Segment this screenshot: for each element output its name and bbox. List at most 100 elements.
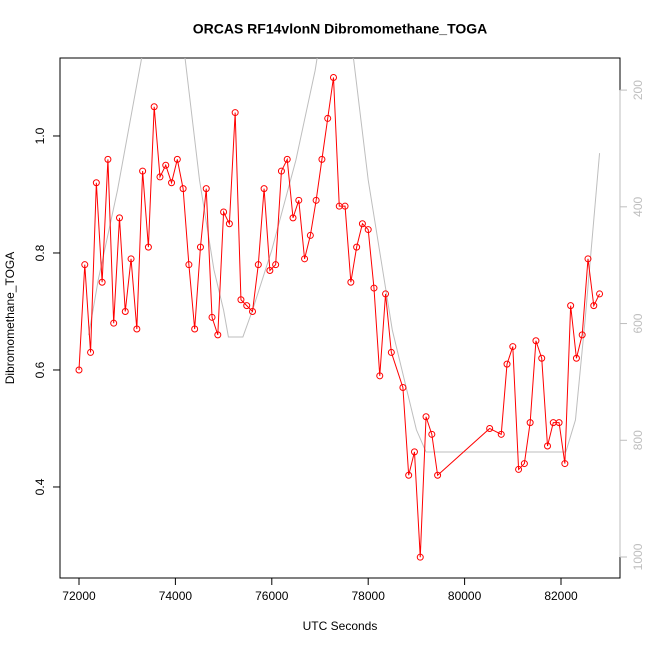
data-point	[139, 167, 147, 175]
data-point	[341, 202, 349, 210]
data-point	[422, 413, 430, 421]
data-point	[179, 185, 187, 193]
data-point	[497, 430, 505, 438]
data-point	[555, 419, 563, 427]
y-tick-label: 0.8	[33, 244, 47, 261]
data-point	[318, 155, 326, 163]
data-point	[98, 278, 106, 286]
data-point	[306, 231, 314, 239]
x-tick-label: 76000	[255, 589, 289, 603]
data-point	[561, 460, 569, 468]
data-point	[150, 103, 158, 111]
data-point	[358, 220, 366, 228]
data-point	[75, 366, 83, 374]
data-point	[144, 243, 152, 251]
y-tick-label: 0.4	[33, 478, 47, 495]
data-point	[104, 155, 112, 163]
data-line	[78, 77, 601, 558]
y2-tick-label: 600	[631, 313, 645, 333]
data-point	[509, 343, 517, 351]
data-point	[538, 354, 546, 362]
data-point	[110, 319, 118, 327]
data-point	[578, 331, 586, 339]
data-point	[567, 302, 575, 310]
y2-tick-label: 400	[631, 196, 645, 216]
data-point	[168, 179, 176, 187]
data-point	[329, 73, 337, 81]
data-point	[254, 261, 262, 269]
data-point	[410, 448, 418, 456]
data-point	[428, 430, 436, 438]
data-point	[572, 354, 580, 362]
data-point	[191, 325, 199, 333]
y-axis-label: Dibromomethane_TOGA	[3, 252, 17, 385]
data-point	[596, 290, 604, 298]
data-point	[590, 302, 598, 310]
data-point	[486, 424, 494, 432]
data-point	[544, 442, 552, 450]
y-tick-label: 0.6	[33, 361, 47, 378]
x-axis-label: UTC Seconds	[303, 619, 378, 633]
data-point	[370, 284, 378, 292]
data-point	[225, 220, 233, 228]
data-point	[353, 243, 361, 251]
data-point	[81, 261, 89, 269]
data-point	[382, 290, 390, 298]
data-point	[532, 337, 540, 345]
y-tick-label: 1.0	[33, 127, 47, 144]
data-point	[399, 384, 407, 392]
data-point	[266, 267, 274, 275]
y2-tick-label: 800	[631, 430, 645, 450]
data-point	[260, 185, 268, 193]
data-point	[214, 331, 222, 339]
data-point	[156, 173, 164, 181]
data-point	[87, 348, 95, 356]
data-point	[92, 179, 100, 187]
data-point	[277, 167, 285, 175]
data-point	[237, 296, 245, 304]
data-point	[231, 109, 239, 117]
data-point	[243, 302, 251, 310]
data-point	[503, 360, 511, 368]
data-point	[185, 261, 193, 269]
data-point	[220, 208, 228, 216]
data-point	[208, 313, 216, 321]
data-point	[515, 465, 523, 473]
x-tick-label: 82000	[544, 589, 578, 603]
data-point	[434, 471, 442, 479]
data-point	[312, 196, 320, 204]
x-tick-label: 80000	[448, 589, 482, 603]
data-point	[416, 553, 424, 561]
data-point	[162, 161, 170, 169]
data-point	[127, 255, 135, 263]
data-point	[202, 185, 210, 193]
y2-tick-label: 1000	[631, 543, 645, 570]
data-point	[584, 255, 592, 263]
data-point	[133, 325, 141, 333]
data-point	[347, 278, 355, 286]
data-point	[520, 460, 528, 468]
data-point	[405, 471, 413, 479]
y2-tick-label: 200	[631, 80, 645, 100]
plot-frame	[59, 57, 621, 579]
data-point	[249, 307, 257, 315]
data-point	[364, 226, 372, 234]
data-point	[115, 214, 123, 222]
plot-area	[75, 58, 604, 561]
data-point	[196, 243, 204, 251]
data-point	[289, 214, 297, 222]
data-point	[173, 155, 181, 163]
data-point	[272, 261, 280, 269]
x-tick-label: 78000	[352, 589, 386, 603]
x-tick-label: 74000	[159, 589, 193, 603]
x-tick-label: 72000	[62, 589, 96, 603]
data-point	[376, 372, 384, 380]
chart-title: ORCAS RF14vlonN Dibromomethane_TOGA	[193, 21, 488, 37]
data-point	[324, 114, 332, 122]
data-point	[387, 348, 395, 356]
data-point	[526, 419, 534, 427]
data-point	[301, 255, 309, 263]
data-point	[283, 155, 291, 163]
data-point	[295, 196, 303, 204]
